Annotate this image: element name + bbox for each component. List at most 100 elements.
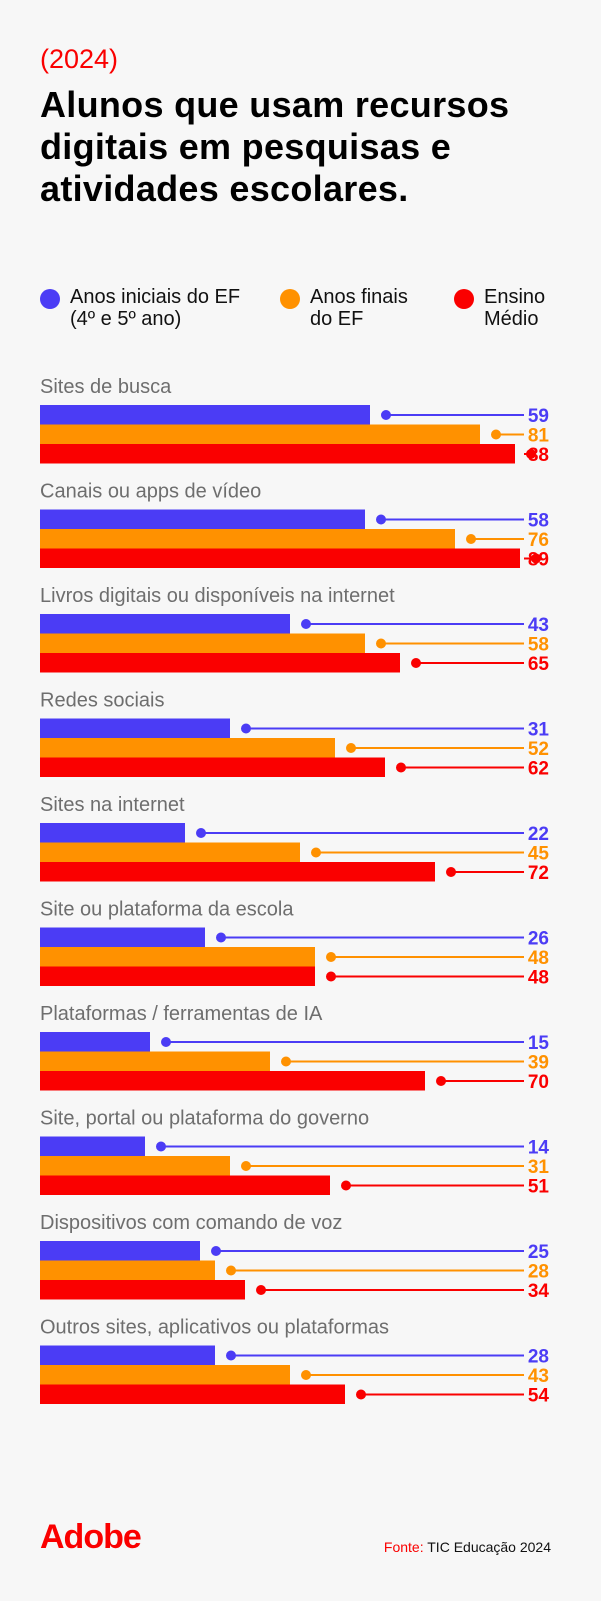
adobe-logo: Adobe <box>40 1518 142 1556</box>
data-label: 65 <box>528 654 550 675</box>
category-label: Plataformas / ferramentas de IA <box>40 1003 323 1025</box>
bar <box>40 823 185 843</box>
legend-dot-icon <box>280 289 300 309</box>
legend-item-anos-iniciais: Anos iniciais do EF (4º e 5º ano) <box>40 286 241 330</box>
data-label: 52 <box>528 739 549 760</box>
legend-dot-icon <box>454 289 474 309</box>
data-label: 48 <box>528 968 549 989</box>
bar <box>40 1051 270 1071</box>
bar <box>40 529 455 549</box>
category-label: Sites na internet <box>40 794 185 816</box>
leader-dot <box>256 1285 266 1295</box>
bar <box>40 862 435 882</box>
data-label: 48 <box>528 948 549 969</box>
bar <box>40 548 520 568</box>
data-label: 70 <box>528 1072 549 1093</box>
bar <box>40 424 480 444</box>
bar <box>40 842 300 862</box>
source-text: TIC Educação 2024 <box>427 1539 551 1555</box>
category-label: Livros digitais ou disponíveis na intern… <box>40 585 395 607</box>
source-label: Fonte: <box>383 1539 424 1555</box>
leader-dot <box>226 1265 236 1276</box>
leader-dot <box>376 514 386 525</box>
category-label: Canais ou apps de vídeo <box>40 481 261 503</box>
bar <box>40 1071 425 1091</box>
leader-dot <box>226 1350 236 1361</box>
leader-dot <box>376 638 386 649</box>
category-label: Redes sociais <box>40 690 165 712</box>
bar <box>40 738 335 758</box>
leader-dot <box>466 534 476 544</box>
data-label: 88 <box>528 445 549 466</box>
source-note: Fonte: TIC Educação 2024 <box>384 1539 551 1555</box>
data-label: 51 <box>528 1177 550 1198</box>
category-label: Sites de busca <box>40 376 172 398</box>
leader-dot <box>396 762 406 773</box>
leader-dot <box>156 1141 166 1152</box>
leader-dot <box>411 658 421 668</box>
data-label: 76 <box>528 530 549 551</box>
leader-dot <box>381 410 391 420</box>
legend-label: Ensino Médio <box>484 286 546 330</box>
bar <box>40 1345 215 1365</box>
data-label: 59 <box>528 406 549 427</box>
data-label: 43 <box>528 615 549 636</box>
legend-item-anos-finais: Anos finais do EF <box>280 286 408 330</box>
leader-dot <box>356 1389 366 1400</box>
bar <box>40 509 365 529</box>
bar <box>40 1136 145 1156</box>
data-label: 34 <box>528 1281 550 1302</box>
bar <box>40 1241 200 1261</box>
legend-label: Anos iniciais do EF (4º e 5º ano) <box>70 286 241 330</box>
leader-dot <box>436 1076 446 1086</box>
category-label: Outros sites, aplicativos ou plataformas <box>40 1317 389 1339</box>
bar <box>40 633 365 653</box>
data-label: 28 <box>528 1347 549 1368</box>
data-label: 28 <box>528 1262 549 1283</box>
leader-dot <box>311 847 321 858</box>
bar <box>40 1384 345 1404</box>
bar <box>40 444 515 464</box>
leader-dot <box>326 971 336 982</box>
data-label: 26 <box>528 929 549 950</box>
category-label: Site, portal ou plataforma do governo <box>40 1108 369 1130</box>
bar <box>40 927 205 947</box>
bar <box>40 757 385 777</box>
leader-dot <box>161 1037 171 1047</box>
bar <box>40 1032 150 1052</box>
data-label: 89 <box>528 550 549 571</box>
legend-item-ensino-medio: Ensino Médio <box>454 286 546 330</box>
data-label: 14 <box>528 1138 550 1159</box>
legend-dot-icon <box>40 289 60 309</box>
data-label: 31 <box>528 720 550 741</box>
data-label: 45 <box>528 844 550 865</box>
data-label: 81 <box>528 426 550 447</box>
leader-dot <box>241 723 251 734</box>
chart-title: Alunos que usam recursos digitais em pes… <box>40 84 510 209</box>
data-label: 58 <box>528 511 549 532</box>
leader-dot <box>281 1056 291 1067</box>
data-label: 22 <box>528 824 549 845</box>
leader-dot <box>526 449 536 459</box>
bar <box>40 653 400 673</box>
bar <box>40 1365 290 1385</box>
leader-dot <box>301 1370 311 1380</box>
bar <box>40 947 315 967</box>
data-label: 31 <box>528 1157 550 1178</box>
category-label: Site ou plataforma da escola <box>40 899 294 921</box>
data-label: 43 <box>528 1366 549 1387</box>
data-label: 25 <box>528 1242 550 1263</box>
leader-dot <box>211 1246 221 1256</box>
leader-dot <box>341 1180 351 1191</box>
chart-year: (2024) <box>40 44 119 74</box>
leader-dot <box>196 828 206 838</box>
bar <box>40 1156 230 1176</box>
data-label: 54 <box>528 1386 550 1407</box>
bar <box>40 1280 245 1300</box>
leader-dot <box>531 553 541 564</box>
leader-dot <box>491 429 501 440</box>
bar <box>40 614 290 634</box>
leader-dot <box>326 952 336 962</box>
data-label: 15 <box>528 1033 550 1054</box>
